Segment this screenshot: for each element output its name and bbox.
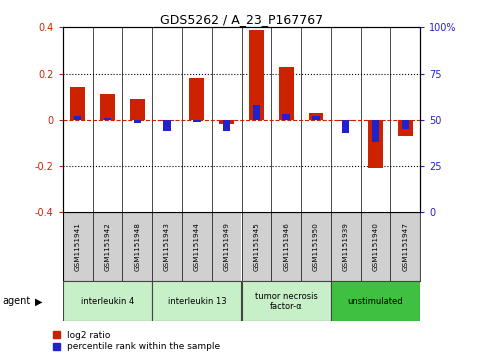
Bar [312, 116, 320, 120]
Text: GSM1151944: GSM1151944 [194, 223, 200, 271]
Bar [279, 66, 294, 120]
Bar [253, 105, 260, 120]
Bar [122, 212, 152, 281]
Text: GSM1151946: GSM1151946 [283, 223, 289, 271]
Bar [159, 120, 174, 121]
Text: GSM1151943: GSM1151943 [164, 223, 170, 271]
Text: ▶: ▶ [35, 296, 43, 306]
Title: GDS5262 / A_23_P167767: GDS5262 / A_23_P167767 [160, 13, 323, 26]
Text: GSM1151939: GSM1151939 [343, 223, 349, 271]
Bar [331, 281, 420, 321]
Bar [283, 114, 290, 120]
Bar [338, 120, 353, 121]
Text: GSM1151942: GSM1151942 [104, 223, 111, 271]
Bar [63, 212, 93, 281]
Text: GSM1151947: GSM1151947 [402, 223, 408, 271]
Bar [301, 212, 331, 281]
Text: interleukin 4: interleukin 4 [81, 297, 134, 306]
Bar [63, 281, 152, 321]
Bar [104, 118, 111, 120]
Bar [93, 212, 122, 281]
Bar [398, 120, 413, 136]
Bar [309, 113, 324, 120]
Bar [182, 212, 212, 281]
Bar [342, 120, 350, 133]
Bar [163, 120, 171, 131]
Bar [242, 212, 271, 281]
Text: interleukin 13: interleukin 13 [168, 297, 226, 306]
Bar [372, 120, 379, 142]
Bar [223, 120, 230, 131]
Bar [212, 212, 242, 281]
Text: GSM1151945: GSM1151945 [254, 223, 259, 271]
Text: unstimulated: unstimulated [348, 297, 403, 306]
Text: GSM1151948: GSM1151948 [134, 223, 140, 271]
Bar [331, 212, 361, 281]
Bar [152, 212, 182, 281]
Bar [368, 120, 383, 168]
Bar [390, 212, 420, 281]
Text: GSM1151949: GSM1151949 [224, 223, 229, 271]
Text: GSM1151941: GSM1151941 [75, 223, 81, 271]
Bar [249, 29, 264, 120]
Legend: log2 ratio, percentile rank within the sample: log2 ratio, percentile rank within the s… [53, 331, 220, 351]
Bar [401, 120, 409, 129]
Text: GSM1151950: GSM1151950 [313, 223, 319, 271]
Bar [152, 281, 242, 321]
Bar [130, 99, 145, 120]
Text: agent: agent [2, 296, 30, 306]
Bar [74, 116, 82, 120]
Bar [242, 281, 331, 321]
Bar [189, 78, 204, 120]
Text: tumor necrosis
factor-α: tumor necrosis factor-α [255, 291, 318, 311]
Text: GSM1151940: GSM1151940 [372, 223, 379, 271]
Bar [361, 212, 390, 281]
Bar [70, 87, 85, 120]
Bar [193, 120, 200, 122]
Bar [133, 120, 141, 123]
Bar [271, 212, 301, 281]
Bar [219, 120, 234, 125]
Bar [100, 94, 115, 120]
